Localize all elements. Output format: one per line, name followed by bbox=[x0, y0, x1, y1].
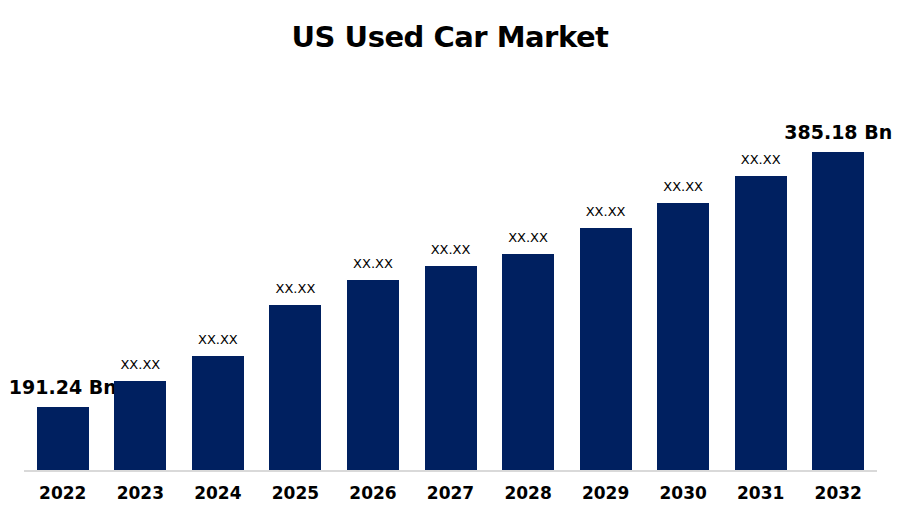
x-axis-label-2024: 2024 bbox=[179, 483, 257, 503]
bar-value-label: 385.18 Bn bbox=[784, 122, 892, 144]
bar-value-label: XX.XX bbox=[276, 282, 316, 297]
bar-2023 bbox=[114, 381, 166, 470]
bar-column-2030: XX.XX bbox=[644, 180, 722, 470]
plot-area: 191.24 Bn XX.XX XX.XX XX.XX XX.XX XX.XX XX.XX X… bbox=[24, 0, 877, 525]
x-axis-line bbox=[24, 470, 877, 472]
x-axis-label-2026: 2026 bbox=[334, 483, 412, 503]
x-axis-labels: 2022202320242025202620272028202920302031… bbox=[24, 483, 877, 503]
bar-column-2024: XX.XX bbox=[179, 333, 257, 470]
bar-column-2029: XX.XX bbox=[567, 205, 645, 470]
bar-value-label: XX.XX bbox=[431, 243, 471, 258]
bar-2024 bbox=[192, 356, 244, 470]
bar-2032 bbox=[812, 152, 864, 470]
bar-value-label: XX.XX bbox=[741, 153, 781, 168]
x-axis-label-2025: 2025 bbox=[257, 483, 335, 503]
bar-2028 bbox=[502, 254, 554, 470]
bar-value-label: XX.XX bbox=[586, 205, 626, 220]
bar-2025 bbox=[269, 305, 321, 470]
bar-2029 bbox=[580, 228, 632, 470]
bar-value-label: XX.XX bbox=[508, 231, 548, 246]
bar-value-label: 191.24 Bn bbox=[9, 377, 117, 399]
bar-value-label: XX.XX bbox=[663, 180, 703, 195]
bar-value-label: XX.XX bbox=[198, 333, 238, 348]
x-axis-label-2027: 2027 bbox=[412, 483, 490, 503]
bar-column-2032: 385.18 Bn bbox=[799, 122, 877, 470]
bar-2030 bbox=[657, 203, 709, 470]
bar-value-label: XX.XX bbox=[353, 257, 393, 272]
x-axis-label-2030: 2030 bbox=[644, 483, 722, 503]
x-axis-label-2031: 2031 bbox=[722, 483, 800, 503]
bars-row: 191.24 Bn XX.XX XX.XX XX.XX XX.XX XX.XX XX.XX X… bbox=[24, 0, 877, 470]
bar-2031 bbox=[735, 176, 787, 470]
bar-column-2028: XX.XX bbox=[489, 231, 567, 470]
x-axis-label-2023: 2023 bbox=[102, 483, 180, 503]
bar-column-2027: XX.XX bbox=[412, 243, 490, 470]
x-axis-label-2029: 2029 bbox=[567, 483, 645, 503]
bar-column-2026: XX.XX bbox=[334, 257, 412, 470]
bar-column-2022: 191.24 Bn bbox=[24, 377, 102, 470]
bar-2026 bbox=[347, 280, 399, 470]
x-axis-label-2022: 2022 bbox=[24, 483, 102, 503]
bar-column-2031: XX.XX bbox=[722, 153, 800, 470]
x-axis-label-2028: 2028 bbox=[489, 483, 567, 503]
bar-2027 bbox=[425, 266, 477, 470]
bar-column-2023: XX.XX bbox=[102, 358, 180, 470]
chart-container: US Used Car Market 191.24 BnXX.XXXX.XXXX… bbox=[0, 0, 900, 525]
bar-2022 bbox=[37, 407, 89, 470]
bar-value-label: XX.XX bbox=[120, 358, 160, 373]
x-axis-label-2032: 2032 bbox=[799, 483, 877, 503]
bar-column-2025: XX.XX bbox=[257, 282, 335, 470]
